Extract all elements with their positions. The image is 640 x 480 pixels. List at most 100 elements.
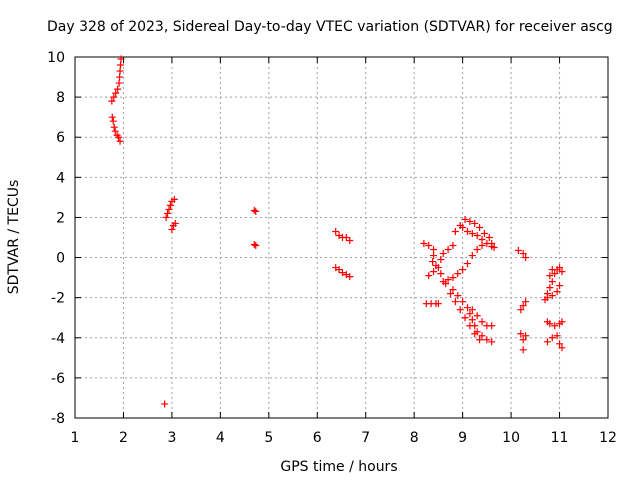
data-point xyxy=(171,219,179,227)
data-point xyxy=(546,284,554,292)
data-point xyxy=(429,258,437,266)
data-point xyxy=(451,227,459,235)
data-point xyxy=(553,288,561,296)
y-axis-label: SDTVAR / TECUs xyxy=(6,180,22,295)
y-tick-label: 6 xyxy=(56,130,65,146)
data-point xyxy=(459,266,467,274)
data-point xyxy=(548,292,556,300)
y-tick-label: 4 xyxy=(56,170,65,186)
data-point xyxy=(447,290,455,298)
data-point xyxy=(449,242,457,250)
data-point xyxy=(117,61,125,69)
data-point xyxy=(522,298,530,306)
data-point xyxy=(461,215,469,223)
data-point xyxy=(425,272,433,280)
data-point xyxy=(548,266,556,274)
data-point xyxy=(478,236,486,244)
data-point xyxy=(449,274,457,282)
y-tick-label: -8 xyxy=(51,411,65,427)
data-point xyxy=(456,306,464,314)
chart-title: Day 328 of 2023, Sidereal Day-to-day VTE… xyxy=(47,19,613,35)
data-point xyxy=(111,127,119,135)
data-point xyxy=(466,310,474,318)
y-tick-label: 0 xyxy=(56,251,65,267)
data-point xyxy=(473,312,481,320)
data-point xyxy=(442,280,450,288)
data-point xyxy=(114,85,122,93)
data-point xyxy=(522,254,530,262)
data-point xyxy=(116,137,124,145)
data-point xyxy=(109,117,117,125)
data-point xyxy=(478,242,486,250)
data-point xyxy=(556,340,564,348)
data-point xyxy=(332,227,340,235)
data-point xyxy=(250,241,258,249)
data-point xyxy=(108,113,116,121)
data-point xyxy=(346,237,354,245)
data-point xyxy=(471,219,479,227)
data-point xyxy=(342,234,350,241)
data-point xyxy=(451,298,459,306)
data-point xyxy=(110,93,118,101)
data-point xyxy=(338,269,346,277)
y-tick-label: 2 xyxy=(56,210,65,226)
data-point xyxy=(556,264,564,272)
x-tick-label: 8 xyxy=(410,430,419,446)
data-point xyxy=(483,336,491,344)
plot-area-frame xyxy=(74,56,609,419)
x-tick-label: 9 xyxy=(458,430,467,446)
data-point xyxy=(250,206,258,214)
data-point xyxy=(454,270,462,278)
data-point xyxy=(519,336,527,344)
data-point xyxy=(551,270,559,278)
data-point xyxy=(556,282,564,290)
data-point xyxy=(164,209,172,217)
data-point xyxy=(558,344,566,352)
data-point xyxy=(335,266,343,274)
data-point xyxy=(522,332,530,340)
data-point xyxy=(115,133,123,141)
x-axis-label: GPS time / hours xyxy=(280,459,397,475)
data-point xyxy=(444,276,452,284)
data-point xyxy=(463,304,471,312)
data-point xyxy=(463,227,471,235)
x-tick-label: 11 xyxy=(551,430,569,446)
x-tick-label: 7 xyxy=(361,430,370,446)
data-point xyxy=(117,55,125,63)
data-point xyxy=(116,73,124,81)
data-point xyxy=(434,300,442,308)
data-point xyxy=(166,201,174,209)
data-point xyxy=(546,272,554,280)
data-point xyxy=(519,302,527,310)
data-point xyxy=(514,247,522,255)
y-tick-label: -4 xyxy=(51,331,65,347)
data-point xyxy=(517,330,525,338)
data-point xyxy=(558,268,566,276)
data-point xyxy=(116,67,124,75)
x-tick-label: 1 xyxy=(71,430,80,446)
data-point xyxy=(473,246,481,254)
data-point xyxy=(480,229,488,237)
data-point xyxy=(252,242,260,250)
x-axis-ticks: 1 2 3 4 5 6 7 8 9 10 11 12 xyxy=(71,57,617,446)
x-tick-label: 6 xyxy=(313,430,322,446)
data-point xyxy=(485,234,493,241)
y-tick-label: 10 xyxy=(47,50,65,66)
data-point xyxy=(430,246,438,254)
data-point xyxy=(425,242,433,250)
data-point xyxy=(110,123,118,131)
data-point xyxy=(488,322,496,330)
y-tick-label: -6 xyxy=(51,371,65,387)
data-point xyxy=(468,306,476,314)
data-point xyxy=(543,294,551,302)
data-point xyxy=(449,286,457,294)
data-point xyxy=(161,400,169,408)
data-point xyxy=(461,314,469,322)
data-point xyxy=(483,240,491,248)
data-point xyxy=(546,320,554,328)
data-point xyxy=(466,217,474,225)
data-point xyxy=(459,223,467,231)
data-point xyxy=(476,223,484,231)
data-point xyxy=(468,229,476,237)
